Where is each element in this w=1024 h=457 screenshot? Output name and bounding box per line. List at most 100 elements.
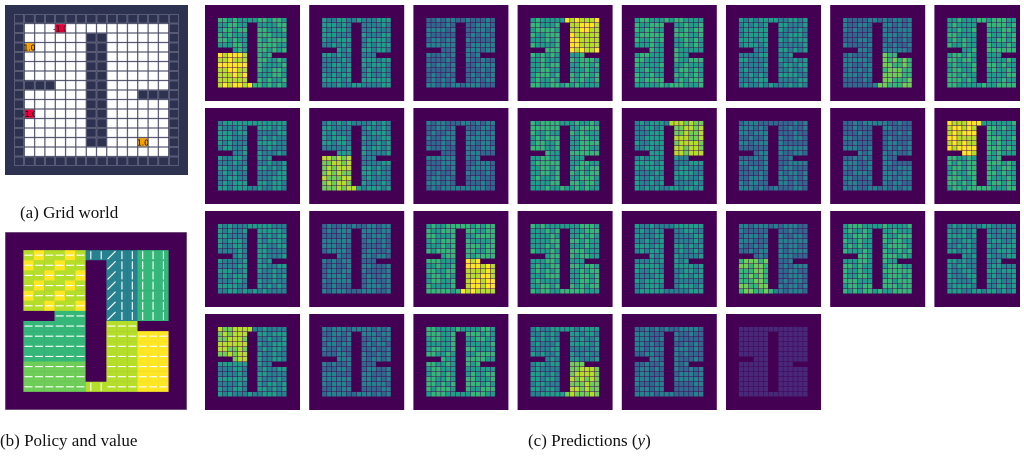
prediction-cell	[947, 186, 952, 191]
prediction-cell	[674, 73, 679, 78]
prediction-cell	[649, 151, 654, 156]
prediction-cell	[1001, 63, 1007, 68]
prediction-cell	[783, 78, 788, 83]
prediction-cell	[366, 171, 372, 176]
prediction-cell	[530, 121, 535, 126]
prediction-cell	[991, 126, 997, 131]
prediction-cell	[386, 171, 391, 176]
prediction-cell	[967, 116, 972, 121]
prediction-cell	[649, 83, 654, 88]
prediction-cell	[267, 259, 272, 264]
prediction-cell	[684, 141, 689, 146]
prediction-cell	[996, 53, 1002, 58]
prediction-cell	[867, 13, 873, 18]
prediction-cell	[996, 13, 1002, 18]
prediction-cell	[366, 166, 372, 171]
prediction-cell	[213, 88, 218, 93]
prediction-cell	[783, 28, 788, 33]
prediction-cell	[703, 136, 709, 141]
prediction-cell	[1006, 83, 1012, 88]
prediction-cell	[217, 68, 223, 73]
prediction-cell	[594, 58, 600, 63]
prediction-cell	[455, 186, 461, 191]
prediction-cell	[788, 33, 793, 38]
prediction-cell	[1016, 151, 1020, 156]
prediction-cell	[853, 23, 858, 28]
prediction-cell	[431, 53, 436, 58]
prediction-cell	[565, 156, 570, 161]
prediction-cell	[550, 191, 555, 196]
prediction-cell	[1006, 186, 1012, 191]
prediction-cell	[287, 33, 292, 38]
prediction-cell	[455, 33, 461, 38]
prediction-cell	[277, 58, 282, 63]
prediction-cell	[654, 78, 659, 83]
prediction-cell	[252, 23, 257, 28]
prediction-cell	[743, 48, 749, 53]
prediction-cell	[877, 171, 883, 176]
prediction-cell	[907, 181, 912, 186]
prediction-tile	[517, 5, 613, 101]
prediction-cell	[530, 28, 535, 33]
prediction-cell	[485, 78, 491, 83]
prediction-cell	[853, 78, 858, 83]
wall-cell	[86, 52, 97, 62]
prediction-cell	[738, 141, 744, 146]
prediction-cell	[217, 171, 223, 176]
prediction-cell	[589, 63, 595, 68]
prediction-cell	[1016, 131, 1020, 136]
free-cell	[76, 61, 86, 71]
prediction-cell	[247, 166, 252, 171]
prediction-cell	[267, 161, 272, 166]
prediction-cell	[877, 18, 883, 23]
prediction-cell	[887, 141, 893, 146]
prediction-cell	[962, 161, 967, 166]
prediction-cell	[639, 151, 645, 156]
prediction-cell	[213, 13, 218, 18]
prediction-cell	[753, 166, 759, 171]
prediction-cell	[525, 18, 531, 23]
prediction-cell	[981, 171, 987, 176]
prediction-cell	[991, 28, 997, 33]
prediction-cell	[912, 53, 917, 58]
prediction-cell	[698, 38, 704, 43]
prediction-cell	[788, 126, 793, 131]
prediction-cell	[981, 88, 987, 93]
prediction-cell	[371, 53, 376, 58]
prediction-cell	[366, 33, 372, 38]
prediction-cell	[803, 181, 808, 186]
prediction-cell	[371, 136, 376, 141]
free-cell	[65, 128, 76, 138]
prediction-cell	[734, 161, 739, 166]
prediction-cell	[1006, 166, 1012, 171]
prediction-cell	[217, 131, 223, 136]
prediction-cell	[669, 58, 674, 63]
prediction-cell	[788, 68, 793, 73]
prediction-cell	[361, 83, 367, 88]
prediction-cell	[287, 83, 292, 88]
prediction-cell	[584, 58, 590, 63]
free-cell	[76, 23, 86, 33]
prediction-cell	[778, 171, 783, 176]
prediction-cell	[1006, 13, 1012, 18]
prediction-cell	[421, 88, 426, 93]
prediction-cell	[446, 136, 451, 141]
free-cell	[107, 147, 117, 157]
prediction-cell	[336, 68, 342, 73]
prediction-cell	[282, 131, 287, 136]
prediction-cell	[892, 156, 897, 161]
prediction-cell	[490, 181, 495, 186]
prediction-cell	[664, 33, 669, 38]
prediction-cell	[356, 83, 362, 88]
prediction-cell	[470, 53, 476, 58]
prediction-cell	[525, 136, 531, 141]
prediction-cell	[322, 171, 327, 176]
prediction-cell	[277, 68, 282, 73]
prediction-cell	[857, 136, 863, 141]
free-cell	[76, 33, 86, 43]
prediction-cell	[322, 53, 327, 58]
prediction-cell	[227, 141, 233, 146]
prediction-cell	[947, 88, 952, 93]
prediction-cell	[734, 23, 739, 28]
value-cell	[96, 300, 107, 312]
